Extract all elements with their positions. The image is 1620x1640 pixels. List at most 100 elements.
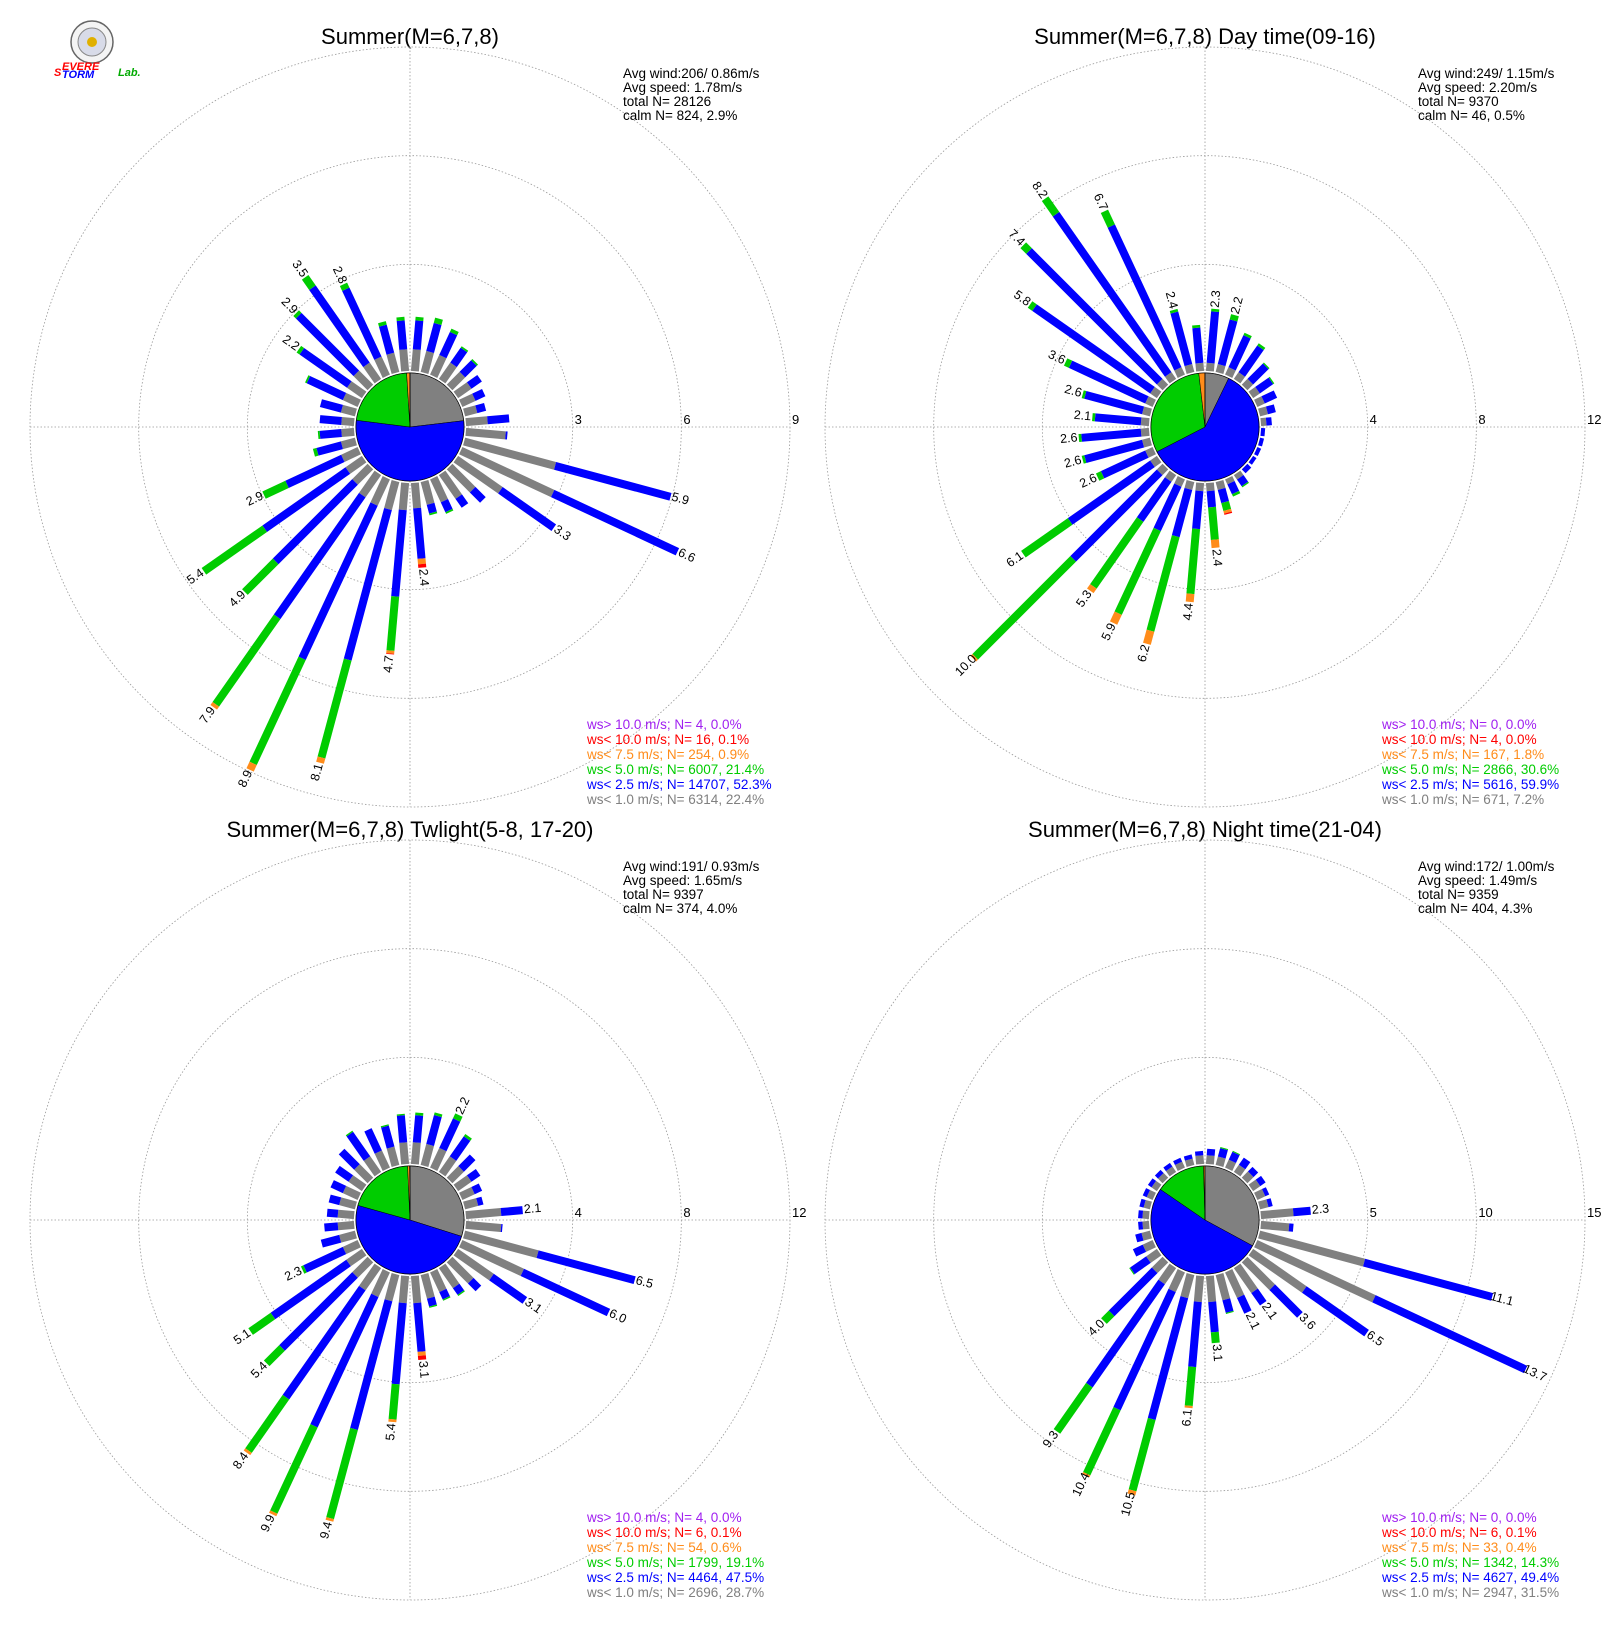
bar-segment-gray (1193, 1275, 1205, 1303)
bar-segment-gray (1248, 1248, 1307, 1293)
bar-segment-blue (1100, 450, 1149, 479)
bar-segment-green (249, 656, 306, 766)
ring-label: 3 (575, 412, 582, 427)
legend-entry: ws< 5.0 m/s; N= 1799, 19.1% (586, 1555, 764, 1570)
bar-value-label: 6.5 (634, 1273, 654, 1291)
direction-bar-315 (338, 1148, 374, 1184)
logo-text-storm: TORM (62, 69, 95, 81)
direction-bar-155 (430, 1269, 451, 1301)
bar-value-label: 2.2 (452, 1095, 472, 1117)
direction-bar-35 (438, 346, 469, 384)
legend-entry: ws< 2.5 m/s; N= 5616, 59.9% (1381, 777, 1559, 792)
bar-value-label: 2.4 (416, 568, 431, 587)
direction-bar-65 (1254, 390, 1278, 407)
logo-seal-star-icon (87, 37, 97, 47)
bar-segment-gray (337, 1220, 355, 1231)
speed-pie-slice (355, 1205, 462, 1275)
bar-segment-gray (410, 1275, 422, 1304)
bar-segment-blue (1173, 1157, 1183, 1166)
bar-segment-gray (1156, 463, 1169, 476)
direction-bar-115 (1254, 447, 1262, 457)
direction-bar-115: 6.6 (459, 447, 698, 565)
bar-segment-gray (1233, 1263, 1258, 1294)
direction-bar-55 (1248, 1175, 1266, 1192)
bar-segment-blue (285, 454, 345, 488)
bar-segment-gray (1164, 372, 1177, 384)
stat-line: calm N= 46, 0.5% (1418, 108, 1525, 123)
bar-segment-blue (1171, 487, 1193, 538)
bar-segment-gray (1195, 1155, 1205, 1165)
direction-bar-95 (1260, 427, 1266, 437)
direction-bar-215: 9.3 (1040, 1263, 1177, 1450)
bar-segment-green (415, 1112, 424, 1116)
bar-segment-green (1184, 1366, 1197, 1407)
direction-bar-135 (446, 463, 486, 503)
bar-segment-green (429, 511, 438, 516)
direction-bar-15 (420, 1112, 443, 1167)
bar-segment-gray (1142, 437, 1152, 448)
bar-segment-blue (338, 1148, 360, 1170)
direction-bar-155 (1225, 476, 1241, 497)
bar-segment-green (1078, 433, 1082, 443)
bar-segment-green (1220, 1147, 1229, 1151)
bar-segment-green (1129, 1267, 1135, 1275)
speed-pie-slice (1156, 378, 1260, 482)
bar-segment-green (1100, 209, 1115, 228)
bar-segment-blue (1147, 1296, 1189, 1420)
bar-value-label: 2.3 (1208, 290, 1223, 309)
bar-segment-blue (396, 1115, 408, 1143)
direction-bar-215: 7.9 (197, 470, 382, 726)
bar-segment-green (1243, 332, 1252, 339)
direction-bar-185: 6.1 (1179, 1275, 1205, 1427)
bar-segment-green (1257, 343, 1266, 351)
bar-segment-gray (1233, 372, 1246, 384)
bar-segment-gray (341, 417, 355, 427)
direction-bar-75 (463, 403, 487, 417)
bar-value-label: 6.7 (1091, 191, 1111, 213)
direction-bar-125: 3.3 (453, 455, 574, 544)
direction-bar-345 (378, 321, 400, 374)
bar-segment-blue (391, 1302, 407, 1385)
legend-entry: ws< 2.5 m/s; N= 4627, 49.4% (1381, 1570, 1559, 1585)
direction-bar-195: 9.4 (317, 1273, 400, 1540)
direction-bar-355 (1195, 1150, 1205, 1165)
bar-segment-gray (459, 1240, 524, 1276)
bar-segment-gray (346, 1248, 367, 1267)
bar-segment-gray (1184, 364, 1195, 374)
bar-segment-blue (1084, 391, 1145, 415)
bar-segment-blue (1208, 1301, 1219, 1333)
bar-segment-gray (1241, 378, 1254, 391)
bar-segment-red (417, 1355, 427, 1361)
bar-segment-green (1146, 535, 1180, 632)
bar-segment-blue (1142, 1188, 1151, 1198)
legend-entry: ws< 7.5 m/s; N= 254, 0.9% (586, 747, 749, 762)
bar-segment-green (1021, 518, 1073, 558)
stat-line: Avg wind:191/ 0.93m/s (623, 859, 760, 874)
bar-value-label: 2.8 (330, 264, 350, 286)
bar-segment-gray (1258, 1199, 1269, 1210)
bar-segment-gray (420, 480, 435, 505)
bar-value-label: 9.4 (317, 1520, 335, 1540)
bar-segment-gray (359, 470, 382, 498)
direction-bar-105: 6.5 (463, 1230, 655, 1291)
bar-segment-blue (455, 494, 469, 508)
bar-value-label: 2.6 (1063, 382, 1083, 400)
legend-entry: ws< 2.5 m/s; N= 4464, 47.5% (586, 1570, 764, 1585)
bar-segment-green (388, 1383, 400, 1420)
bar-segment-green (386, 596, 400, 651)
direction-bar-155: 2.1 (1225, 1269, 1263, 1332)
bar-segment-gray (459, 393, 476, 407)
direction-bar-25 (1225, 1150, 1241, 1171)
bar-segment-blue (412, 1115, 424, 1143)
direction-bar-295 (330, 1180, 361, 1200)
bar-segment-green (1053, 1382, 1093, 1434)
bar-segment-orange (417, 558, 426, 565)
direction-bar-225: 10.0 (952, 463, 1169, 679)
bar-segment-green (301, 274, 316, 290)
bar-segment-gray (1241, 1171, 1254, 1184)
stat-line: calm N= 824, 2.9% (623, 108, 737, 123)
direction-bar-355 (396, 1113, 410, 1165)
direction-bar-155 (430, 476, 454, 514)
bar-segment-green (1081, 390, 1087, 399)
bar-segment-blue (1265, 417, 1272, 426)
